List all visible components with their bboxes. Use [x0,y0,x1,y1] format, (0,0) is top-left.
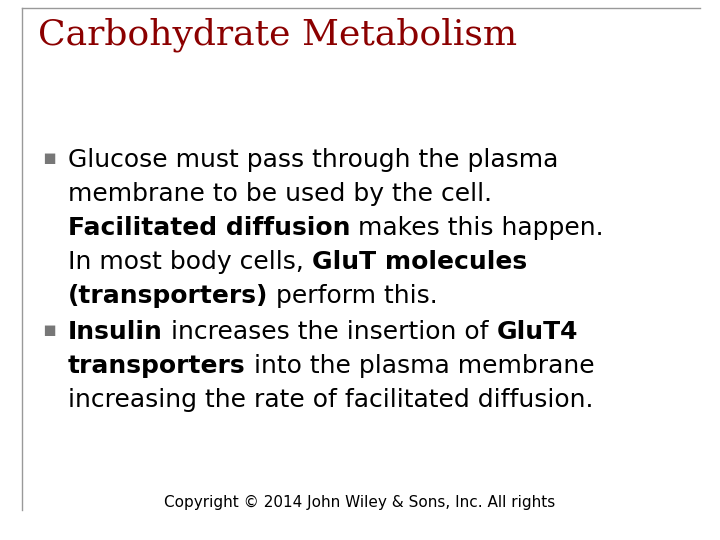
Text: ▪: ▪ [42,320,56,340]
Text: Copyright © 2014 John Wiley & Sons, Inc. All rights: Copyright © 2014 John Wiley & Sons, Inc.… [164,495,556,510]
Text: Carbohydrate Metabolism: Carbohydrate Metabolism [38,18,517,52]
Text: Insulin: Insulin [68,320,163,344]
Text: increasing the rate of facilitated diffusion.: increasing the rate of facilitated diffu… [68,388,593,412]
Text: (transporters): (transporters) [68,284,269,308]
Text: membrane to be used by the cell.: membrane to be used by the cell. [68,182,492,206]
Text: GluT4: GluT4 [496,320,578,344]
Text: into the plasma membrane: into the plasma membrane [246,354,594,378]
Text: Facilitated diffusion: Facilitated diffusion [68,216,351,240]
Text: perform this.: perform this. [269,284,438,308]
Text: Glucose must pass through the plasma: Glucose must pass through the plasma [68,148,559,172]
Text: transporters: transporters [68,354,246,378]
Text: In most body cells,: In most body cells, [68,250,312,274]
Text: ▪: ▪ [42,148,56,168]
Text: GluT molecules: GluT molecules [312,250,527,274]
Text: increases the insertion of: increases the insertion of [163,320,496,344]
Text: makes this happen.: makes this happen. [351,216,604,240]
